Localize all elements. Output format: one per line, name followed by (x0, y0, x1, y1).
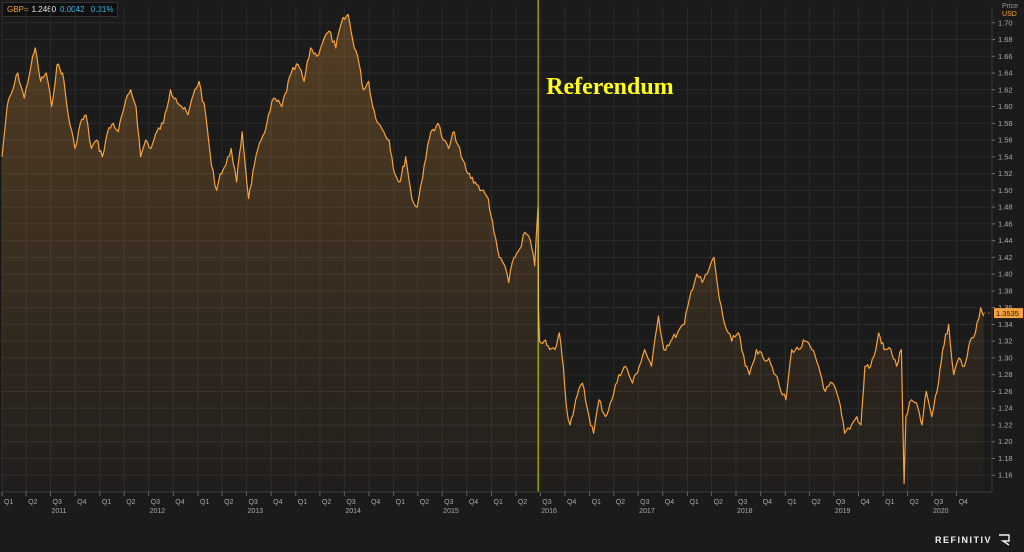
price-axis-label: Price (1002, 3, 1018, 10)
x-tick-label: Q2 (28, 499, 37, 506)
x-year-label: 2020 (933, 508, 949, 515)
x-tick-label: Q2 (910, 499, 919, 506)
series-area-fill (2, 14, 984, 493)
y-tick-label: 1.50 (998, 186, 1013, 195)
y-tick-label: 1.44 (998, 236, 1013, 245)
brand-name: REFINITIV (934, 535, 992, 545)
x-tick-label: Q3 (738, 499, 747, 506)
x-tick-label: Q2 (811, 499, 820, 506)
series-line (1, 13, 985, 485)
x-tick-label: Q3 (934, 499, 943, 506)
x-tick-label: Q1 (298, 499, 307, 506)
y-tick-label: 1.54 (998, 152, 1013, 161)
y-tick-label: 1.22 (998, 420, 1013, 429)
y-tick-label: 1.66 (998, 52, 1013, 61)
x-year-label: 2014 (345, 508, 361, 515)
y-tick-label: 1.56 (998, 136, 1013, 145)
y-tick-label: 1.34 (998, 320, 1013, 329)
x-year-label: 2012 (150, 508, 166, 515)
referendum-annotation: Referendum (546, 74, 674, 100)
y-tick-label: 1.64 (998, 69, 1013, 78)
ticker-symbol: GBP= (7, 5, 29, 14)
x-tick-label: Q2 (714, 499, 723, 506)
y-tick-label: 1.30 (998, 353, 1013, 362)
x-tick-label: Q3 (836, 499, 845, 506)
y-tick-label: 1.52 (998, 169, 1013, 178)
x-tick-label: Q4 (860, 499, 869, 506)
refinitiv-logo: REFINITIV (935, 534, 1010, 546)
y-tick-label: 1.68 (998, 35, 1013, 44)
x-tick-label: Q3 (151, 499, 160, 506)
x-tick-label: Q4 (273, 499, 282, 506)
x-tick-label: Q2 (224, 499, 233, 506)
x-tick-label: Q4 (763, 499, 772, 506)
x-tick-label: Q4 (371, 499, 380, 506)
y-tick-label: 1.62 (998, 85, 1013, 94)
x-tick-label: Q4 (567, 499, 576, 506)
y-tick-label: 1.42 (998, 253, 1013, 262)
event-layer: Referendum (537, 0, 674, 492)
x-tick-label: Q1 (494, 499, 503, 506)
x-axis: Q1 Q2 Q3 Q4 Q1 Q2 Q3 Q4 Q1 Q2 Q3 Q4 Q1 Q2 Q3 Q4 Q1 Q2 Q3 Q4… (1, 491, 992, 515)
y-tick-label: 1.28 (998, 370, 1013, 379)
y-tick-label: 1.40 (998, 270, 1013, 279)
x-tick-label: Q4 (175, 499, 184, 506)
x-year-label: 2013 (247, 508, 263, 515)
x-tick-label: Q1 (787, 499, 796, 506)
x-tick-label: Q4 (959, 499, 968, 506)
ticker-box[interactable]: GBP= 1.2460 0.0042 0.31% (2, 2, 119, 17)
x-tick-label: Q4 (77, 499, 86, 506)
y-tick-label: 1.70 (998, 18, 1013, 27)
y-tick-label: 1.24 (998, 404, 1013, 413)
ticker-last-price: 1.2460 (31, 5, 57, 14)
x-tick-label: Q3 (444, 499, 453, 506)
last-value-tag-bg (994, 308, 1023, 319)
x-tick-label: Q1 (689, 499, 698, 506)
x-tick-label: Q4 (469, 499, 478, 506)
x-year-label: 2016 (541, 508, 557, 515)
x-year-label: 2017 (639, 508, 655, 515)
y-axis: 1.16 1.18 1.20 1.22 1.24 1.26 1.28 1.30 1.32 1.34… (983, 6, 1023, 492)
x-year-label: 2018 (737, 508, 753, 515)
last-value-tag: 1.3535 (996, 309, 1019, 318)
ticker-change-pct: 0.31% (90, 5, 114, 14)
price-axis-unit: USD (1002, 11, 1017, 18)
y-tick-label: 1.18 (998, 454, 1013, 463)
x-tick-label: Q3 (640, 499, 649, 506)
x-tick-label: Q3 (346, 499, 355, 506)
y-tick-label: 1.32 (998, 337, 1013, 346)
area-layer (1, 13, 985, 493)
x-tick-label: Q1 (102, 499, 111, 506)
x-tick-label: Q2 (126, 499, 135, 506)
x-tick-label: Q3 (53, 499, 62, 506)
x-tick-label: Q1 (592, 499, 601, 506)
y-tick-label: 1.16 (998, 471, 1013, 480)
y-tick-label: 1.20 (998, 437, 1013, 446)
y-tick-label: 1.38 (998, 286, 1013, 295)
x-tick-label: Q1 (200, 499, 209, 506)
x-year-label: 2011 (52, 508, 67, 515)
x-tick-label: Q3 (248, 499, 257, 506)
x-tick-label: Q4 (665, 499, 674, 506)
x-tick-label: Q1 (396, 499, 405, 506)
x-tick-label: Q2 (616, 499, 625, 506)
x-tick-label: Q3 (542, 499, 551, 506)
x-tick-label: Q1 (885, 499, 894, 506)
y-tick-label: 1.26 (998, 387, 1013, 396)
y-tick-label: 1.58 (998, 119, 1013, 128)
x-tick-label: Q1 (4, 499, 13, 506)
x-year-label: 2015 (443, 508, 459, 515)
y-tick-label: 1.60 (998, 102, 1013, 111)
y-tick-label: 1.48 (998, 203, 1013, 212)
price-axis-header: Price USD (1002, 3, 1018, 19)
x-tick-label: Q2 (518, 499, 527, 506)
y-tick-label: 1.46 (998, 219, 1013, 228)
y-tick-label: 1.36 (998, 303, 1013, 312)
x-tick-label: Q2 (322, 499, 331, 506)
ticker-change: 0.0042 (60, 5, 85, 14)
x-tick-label: Q2 (420, 499, 429, 506)
brand-mark-icon (999, 534, 1010, 546)
x-year-label: 2019 (835, 508, 851, 515)
